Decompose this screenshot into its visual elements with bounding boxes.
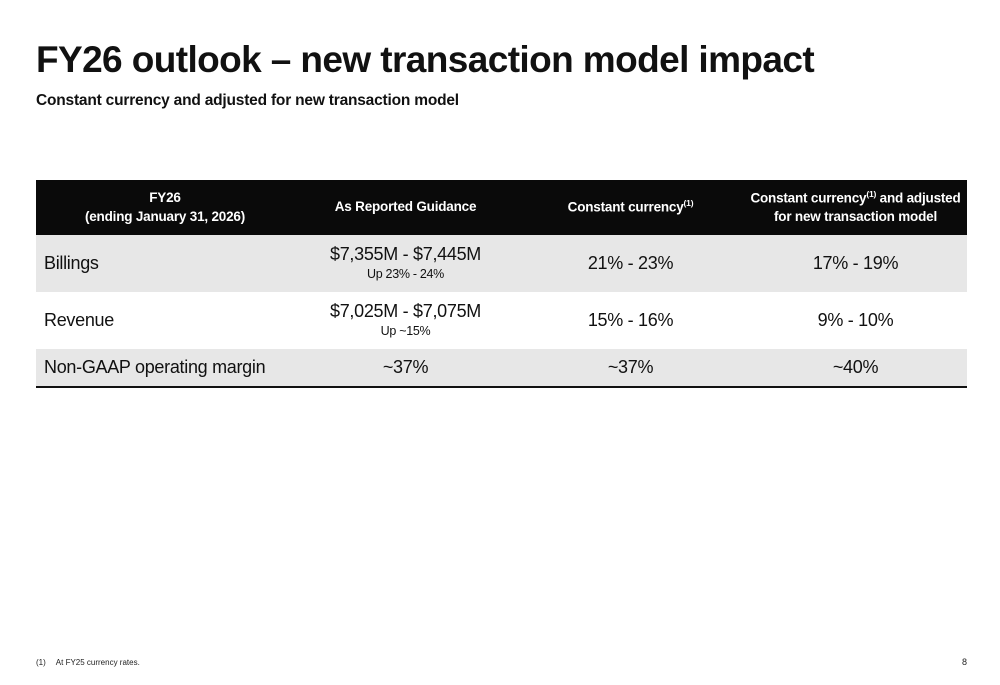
table-row-revenue: Revenue $7,025M - $7,075M Up ~15% 15% - … [36,292,967,349]
header-adjusted-line2: for new transaction model [773,208,938,224]
table-header-row: FY26 (ending January 31, 2026) As Report… [36,180,967,235]
reported-guidance-growth: Up ~15% [380,323,431,338]
footnote-ref-1: (1) [683,198,694,209]
reported-guidance-value: $7,355M - $7,445M [330,244,481,265]
header-fy26: FY26 (ending January 31, 2026) [36,180,294,235]
header-adjusted-text-b: and adjusted [876,190,961,206]
header-reported-guidance: As Reported Guidance [294,180,517,235]
outlook-table: FY26 (ending January 31, 2026) As Report… [36,180,967,388]
constant-currency-value: ~37% [517,349,744,388]
row-label: Revenue [36,292,294,349]
row-label: Non-GAAP operating margin [36,349,294,388]
footnote: (1) At FY25 currency rates. [36,658,140,667]
page-number: 8 [961,657,967,667]
slide-title: FY26 outlook – new transaction model imp… [36,39,815,80]
constant-currency-value: 21% - 23% [517,235,744,292]
header-constant-currency-text: Constant currency [567,199,684,215]
row-label: Billings [36,235,294,292]
footnote-text: At FY25 currency rates. [55,658,140,667]
adjusted-value: 9% - 10% [744,292,967,349]
adjusted-value: 17% - 19% [744,235,967,292]
header-adjusted: Constant currency(1) and adjusted for ne… [744,180,967,235]
constant-currency-value: 15% - 16% [517,292,744,349]
header-fy26-line2: (ending January 31, 2026) [84,208,246,224]
header-adjusted-text-a: Constant currency [750,190,867,206]
reported-guidance-value: ~37% [294,349,517,388]
header-fy26-line1: FY26 [149,190,181,206]
reported-guidance-growth: Up 23% - 24% [367,266,444,281]
adjusted-value: ~40% [744,349,967,388]
slide-subtitle: Constant currency and adjusted for new t… [36,92,459,109]
reported-guidance-cell: $7,355M - $7,445M Up 23% - 24% [294,235,517,292]
table-row-operating-margin: Non-GAAP operating margin ~37% ~37% ~40% [36,349,967,388]
footnote-ref-2: (1) [866,189,877,200]
reported-guidance-value: $7,025M - $7,075M [330,301,481,322]
footnote-marker: (1) [36,658,46,667]
reported-guidance-cell: $7,025M - $7,075M Up ~15% [294,292,517,349]
table-row-billings: Billings $7,355M - $7,445M Up 23% - 24% … [36,235,967,292]
header-constant-currency: Constant currency(1) [517,180,744,235]
